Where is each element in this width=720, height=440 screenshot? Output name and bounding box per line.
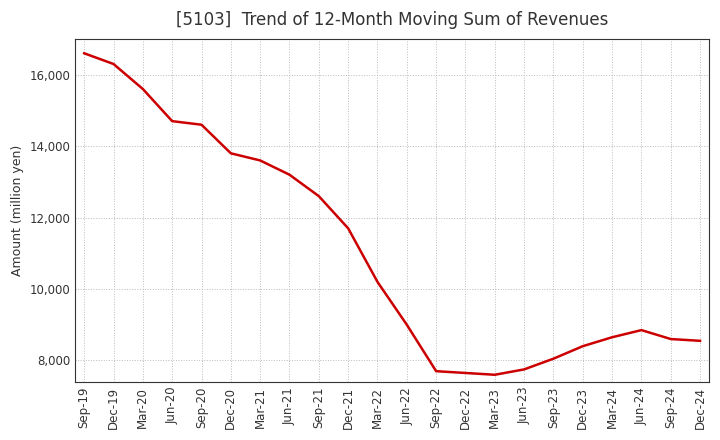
Y-axis label: Amount (million yen): Amount (million yen) [11, 145, 24, 276]
Title: [5103]  Trend of 12-Month Moving Sum of Revenues: [5103] Trend of 12-Month Moving Sum of R… [176, 11, 608, 29]
